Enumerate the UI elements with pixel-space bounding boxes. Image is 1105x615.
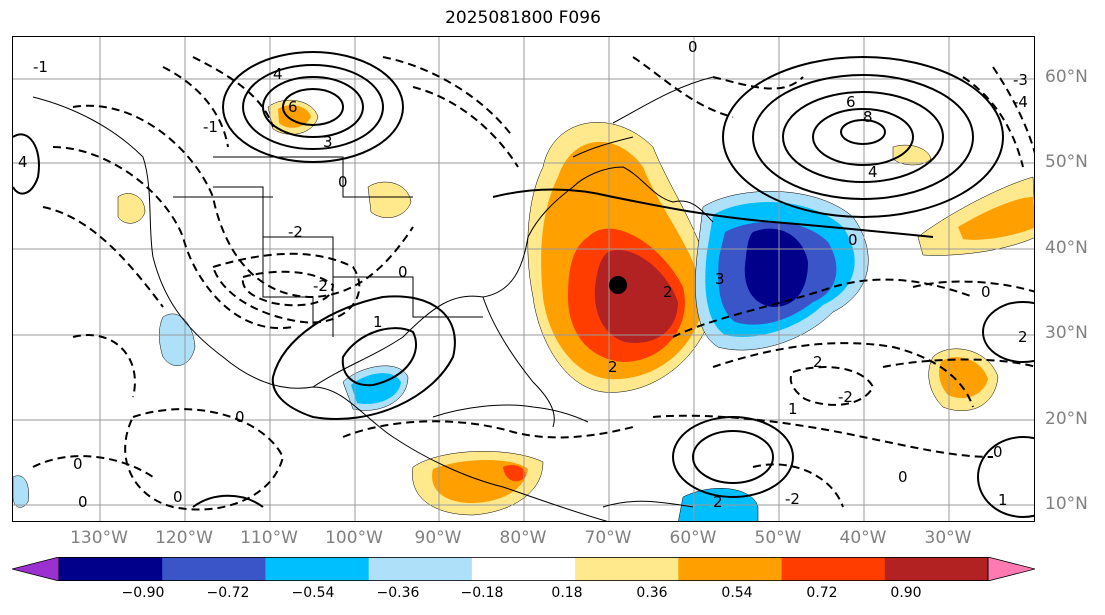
colorbar-border (58, 557, 989, 581)
colorbar-segment (368, 557, 473, 581)
shaded-anomalies (13, 100, 1034, 521)
lon-label-60w: 60°W (669, 528, 717, 548)
svg-text:0: 0 (78, 493, 88, 511)
lat-label-20n: 20°N (1045, 409, 1088, 429)
positive-contours (13, 51, 1034, 518)
colorbar-tick: 0.54 (721, 585, 753, 601)
lon-label-80w: 80°W (499, 528, 547, 548)
cold-anomaly-core (744, 228, 808, 307)
lon-label-40w: 40°W (839, 528, 887, 548)
svg-text:-2: -2 (785, 490, 800, 508)
colorbar-segment (575, 557, 679, 581)
svg-text:-2: -2 (838, 388, 853, 406)
lat-label-10n: 10°N (1045, 494, 1088, 514)
colorbar-tick: 0.18 (551, 585, 583, 601)
lon-label-50w: 50°W (754, 528, 802, 548)
lat-label-40n: 40°N (1045, 238, 1088, 258)
lat-label-50n: 50°N (1045, 152, 1088, 172)
lon-label-110w: 110°W (240, 528, 298, 548)
lat-label-30n: 30°N (1045, 323, 1088, 343)
colorbar (12, 557, 1035, 581)
svg-text:4: 4 (18, 153, 28, 171)
svg-text:8: 8 (863, 108, 873, 126)
coastlines (32, 76, 714, 521)
svg-text:1: 1 (998, 491, 1008, 509)
colorbar-segment (884, 557, 989, 581)
svg-text:0: 0 (235, 408, 245, 426)
svg-text:0: 0 (898, 468, 908, 486)
colorbar-tick: 0.36 (636, 585, 668, 601)
svg-text:0: 0 (338, 173, 348, 191)
svg-text:4: 4 (868, 163, 878, 181)
contour-labels: 0 -2 0 6 8 4 3 2 2 2 -2 1 0 2 0 1 0 -2 2… (18, 38, 1028, 511)
colorbar-tick: −0.36 (376, 585, 420, 601)
colorbar-segment (471, 557, 576, 581)
colorbar-tick: 0.90 (890, 585, 922, 601)
colorbar-segment (59, 557, 163, 581)
storm-center-marker (609, 276, 627, 294)
colorbar-tick: −0.18 (460, 585, 504, 601)
svg-text:0: 0 (848, 231, 858, 249)
svg-text:6: 6 (846, 93, 856, 111)
svg-text:4: 4 (273, 65, 283, 83)
svg-text:0: 0 (981, 283, 991, 301)
svg-text:-1: -1 (33, 58, 48, 76)
svg-text:2: 2 (663, 283, 673, 301)
svg-text:1: 1 (788, 400, 798, 418)
svg-text:2: 2 (813, 353, 823, 371)
colorbar-tick: 0.72 (806, 585, 838, 601)
svg-text:-3: -3 (1013, 71, 1028, 89)
lon-label-100w: 100°W (325, 528, 383, 548)
colorbar-segment (781, 557, 886, 581)
svg-text:-2: -2 (288, 223, 303, 241)
colorbar-segments (12, 557, 1035, 581)
lon-label-130w: 130°W (70, 528, 128, 548)
colorbar-segment (162, 557, 266, 581)
svg-text:0: 0 (688, 38, 698, 56)
lon-label-30w: 30°W (924, 528, 972, 548)
svg-text:2: 2 (713, 493, 723, 511)
svg-text:6: 6 (288, 98, 298, 116)
map-title: 2025081800 F096 (445, 8, 601, 28)
svg-text:-1: -1 (203, 118, 218, 136)
negative-contours (32, 56, 1034, 511)
svg-text:2: 2 (608, 358, 618, 376)
svg-text:2: 2 (1018, 328, 1028, 346)
colorbar-extension-max (987, 557, 1035, 581)
svg-text:0: 0 (173, 488, 183, 506)
graticule (13, 37, 1034, 521)
svg-text:0: 0 (73, 455, 83, 473)
colorbar-tick: −0.54 (291, 585, 335, 601)
svg-text:0: 0 (398, 263, 408, 281)
lon-label-70w: 70°W (584, 528, 632, 548)
warm-anomaly-core (594, 250, 678, 343)
svg-text:3: 3 (715, 270, 725, 288)
colorbar-segment (678, 557, 783, 581)
colorbar-extension-min (12, 557, 60, 581)
svg-text:0: 0 (993, 443, 1003, 461)
svg-text:-2: -2 (313, 277, 328, 295)
svg-text:3: 3 (323, 133, 333, 151)
map-canvas: 0 -2 0 6 8 4 3 2 2 2 -2 1 0 2 0 1 0 -2 2… (13, 37, 1034, 521)
colorbar-tick: −0.72 (206, 585, 250, 601)
svg-text:1: 1 (373, 313, 383, 331)
lat-label-60n: 60°N (1045, 67, 1088, 87)
colorbar-segment (265, 557, 370, 581)
map-plot-area: 0 -2 0 6 8 4 3 2 2 2 -2 1 0 2 0 1 0 -2 2… (12, 36, 1035, 522)
colorbar-tick: −0.90 (121, 585, 165, 601)
lon-label-90w: 90°W (414, 528, 462, 548)
svg-text:-4: -4 (1013, 93, 1028, 111)
lon-label-120w: 120°W (155, 528, 213, 548)
